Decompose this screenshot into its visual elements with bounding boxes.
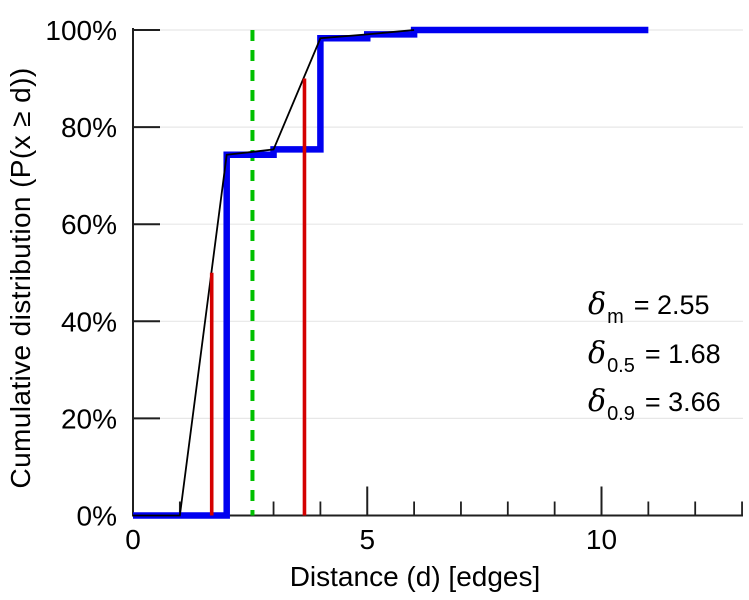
axes xyxy=(132,28,743,517)
annotation-delta-mean: δm = 2.55 xyxy=(588,287,710,328)
x-tick-label: 0 xyxy=(125,524,141,555)
y-tick-label: 40% xyxy=(61,306,117,337)
cdf-step xyxy=(133,26,649,519)
delta-subscript: 0.9 xyxy=(607,403,635,425)
tick-labels: 0% 20% 40% 60% 80% 100% 0 5 10 xyxy=(45,15,617,555)
delta-value: = 2.55 xyxy=(633,290,710,320)
x-tick-label: 10 xyxy=(586,524,617,555)
delta-value: = 3.66 xyxy=(644,387,721,417)
y-tick-label: 80% xyxy=(61,112,117,143)
y-axis-label: Cumulative distribution (P(x ≥ d)) xyxy=(5,67,36,489)
y-tick-label: 20% xyxy=(61,403,117,434)
delta-symbol: δ xyxy=(588,384,607,419)
x-axis-label: Distance (d) [edges] xyxy=(289,561,541,592)
x-tick-label: 5 xyxy=(359,524,375,555)
delta-subscript: m xyxy=(607,306,624,328)
delta-value: = 1.68 xyxy=(644,339,721,369)
annotation-delta-p90: δ0.9 = 3.66 xyxy=(588,384,721,425)
data-series xyxy=(133,26,649,519)
delta-subscript: 0.5 xyxy=(607,355,635,377)
delta-symbol: δ xyxy=(588,336,607,371)
cdf-linear-interpolation xyxy=(133,29,415,517)
y-tick-label: 0% xyxy=(77,501,117,532)
y-tick-label: 60% xyxy=(61,209,117,240)
delta-symbol: δ xyxy=(588,287,607,322)
annotation-delta-median: δ0.5 = 1.68 xyxy=(588,336,721,377)
y-tick-label: 100% xyxy=(45,15,117,46)
